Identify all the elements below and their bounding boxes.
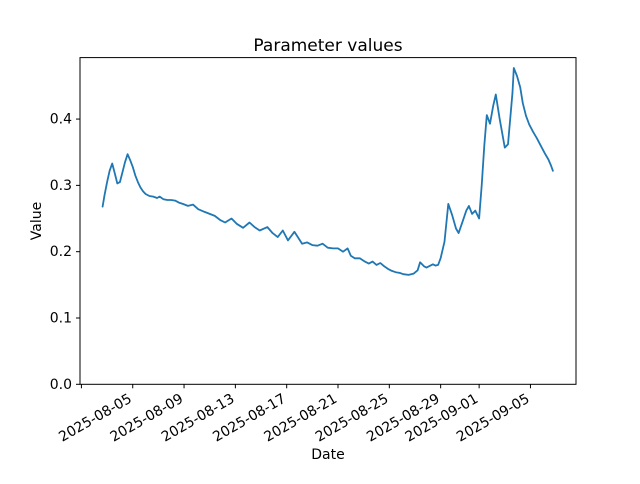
y-tick-label: 0.0 bbox=[50, 377, 72, 393]
data-series-layer bbox=[101, 67, 554, 276]
y-axis-label: Value bbox=[29, 202, 45, 240]
y-tick-label: 0.4 bbox=[50, 112, 72, 128]
data-line-value bbox=[101, 67, 554, 276]
y-axis-ticks: 0.0 0.1 0.2 0.3 0.4 bbox=[50, 112, 80, 393]
axes-frame bbox=[79, 57, 577, 385]
x-axis-label: Date bbox=[311, 447, 344, 463]
x-axis-ticks: 2025-08-052025-08-092025-08-132025-08-17… bbox=[56, 384, 532, 445]
y-tick-label: 0.2 bbox=[50, 244, 72, 260]
chart-title: Parameter values bbox=[253, 36, 402, 56]
y-tick-label: 0.1 bbox=[50, 310, 72, 326]
y-tick-label: 0.3 bbox=[50, 178, 72, 194]
